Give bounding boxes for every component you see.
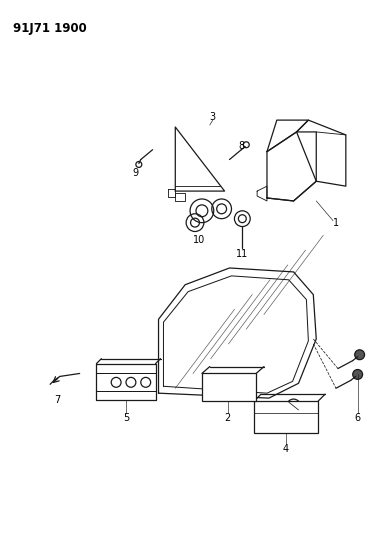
Text: 5: 5: [123, 413, 129, 423]
Circle shape: [353, 369, 362, 379]
Text: 91J71 1900: 91J71 1900: [13, 21, 86, 35]
Text: 1: 1: [333, 217, 339, 228]
Text: 11: 11: [236, 249, 248, 259]
Text: 6: 6: [355, 413, 361, 423]
Text: 9: 9: [133, 168, 139, 179]
Text: 8: 8: [238, 141, 244, 151]
Text: 10: 10: [193, 236, 205, 245]
Text: 7: 7: [54, 395, 60, 405]
Circle shape: [355, 350, 364, 360]
FancyBboxPatch shape: [202, 374, 256, 401]
FancyBboxPatch shape: [254, 401, 318, 433]
Text: 3: 3: [210, 112, 216, 122]
Text: 2: 2: [224, 413, 231, 423]
Text: 4: 4: [283, 445, 289, 454]
